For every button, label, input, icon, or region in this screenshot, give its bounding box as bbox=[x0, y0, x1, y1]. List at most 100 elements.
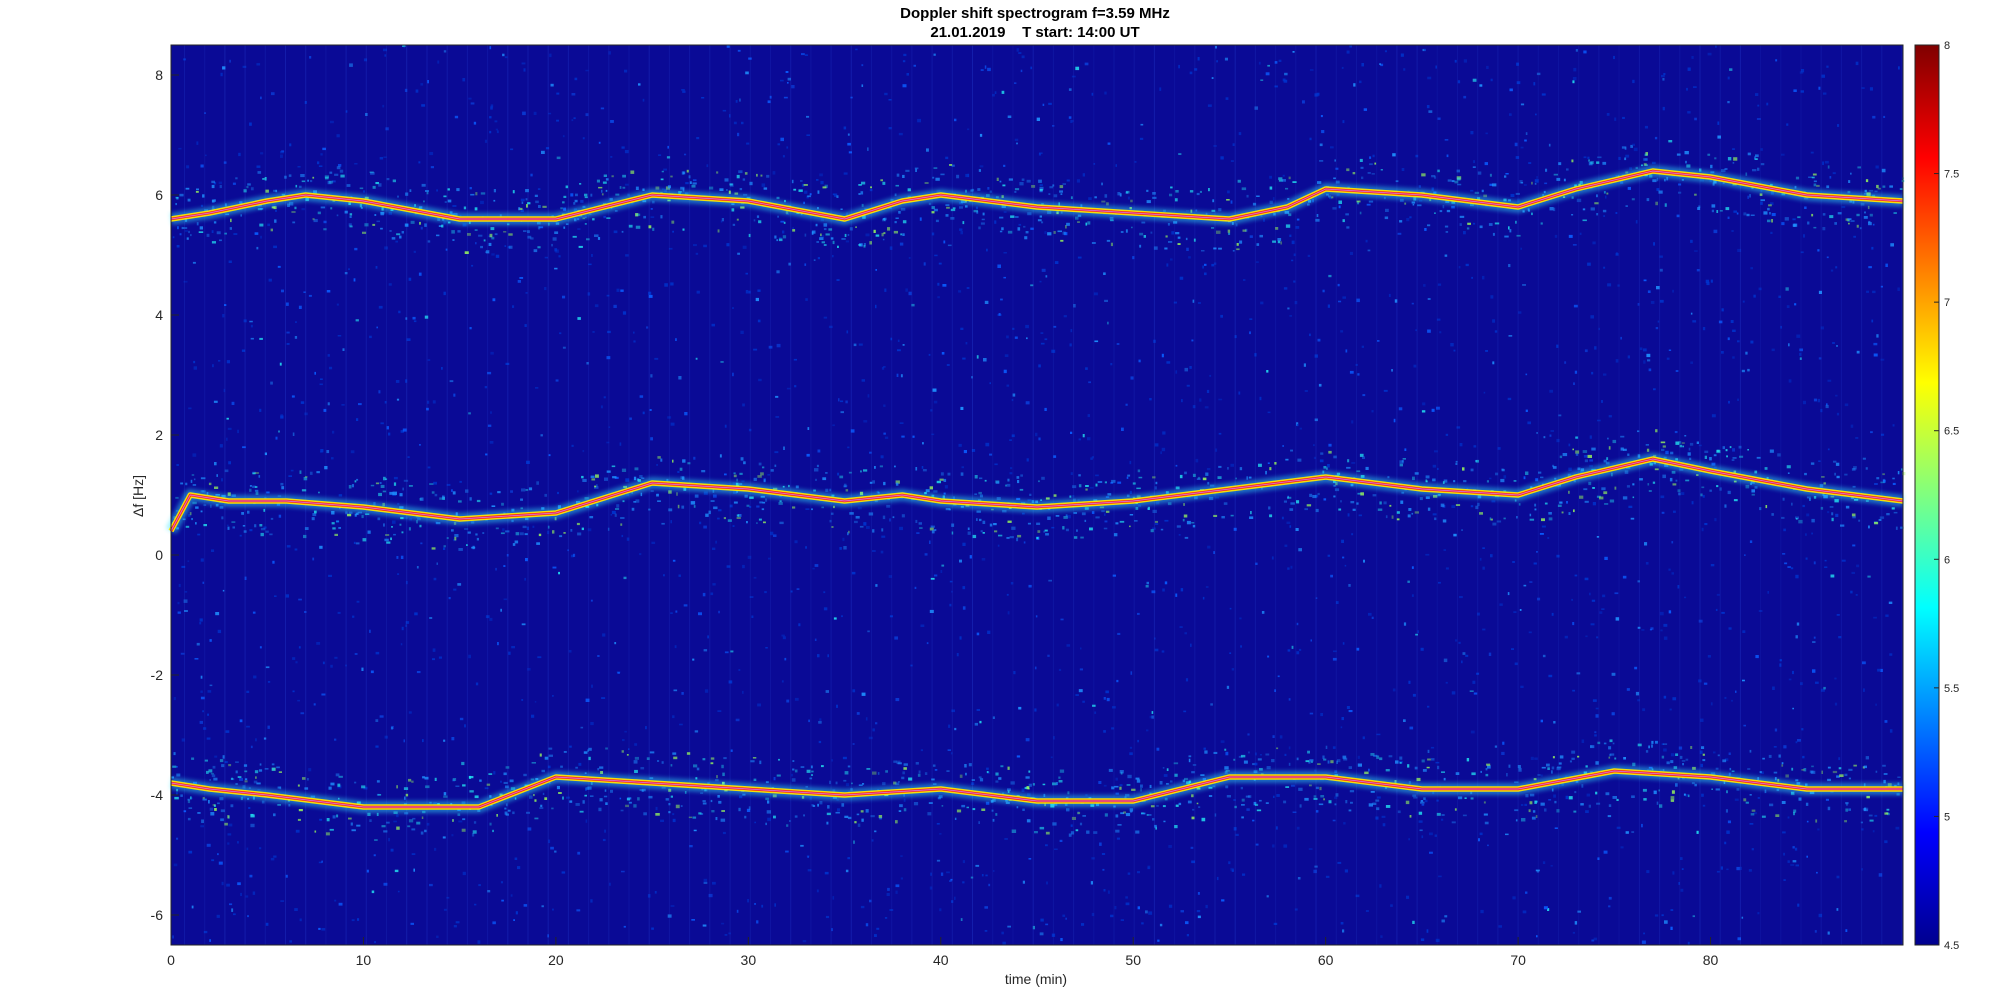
echo-speck bbox=[1777, 453, 1781, 456]
noise-speck bbox=[1102, 853, 1105, 855]
noise-speck bbox=[1297, 459, 1301, 462]
noise-speck bbox=[1680, 857, 1683, 860]
noise-speck bbox=[417, 566, 419, 569]
noise-speck bbox=[533, 526, 535, 528]
noise-speck bbox=[931, 578, 935, 580]
echo-speck bbox=[312, 517, 315, 520]
noise-speck bbox=[500, 609, 502, 612]
noise-speck bbox=[1320, 144, 1323, 147]
noise-speck bbox=[1726, 831, 1730, 834]
noise-speck bbox=[1492, 319, 1495, 322]
echo-speck bbox=[190, 512, 192, 515]
echo-speck bbox=[1008, 767, 1010, 770]
noise-speck bbox=[853, 743, 855, 745]
echo-speck bbox=[630, 171, 634, 174]
echo-speck bbox=[458, 813, 461, 816]
noise-speck bbox=[319, 165, 323, 167]
echo-speck bbox=[1006, 537, 1009, 539]
noise-speck bbox=[1732, 330, 1736, 332]
noise-speck bbox=[1359, 81, 1362, 84]
noise-speck bbox=[673, 819, 676, 822]
noise-speck bbox=[354, 278, 356, 281]
echo-speck bbox=[1243, 230, 1247, 232]
echo-speck bbox=[1765, 790, 1767, 794]
noise-speck bbox=[844, 172, 848, 174]
noise-speck bbox=[1728, 217, 1730, 219]
noise-speck bbox=[1783, 879, 1785, 881]
noise-speck bbox=[869, 737, 873, 740]
echo-speck bbox=[1269, 467, 1271, 470]
echo-speck bbox=[378, 518, 381, 521]
echo-speck bbox=[405, 193, 408, 196]
echo-speck bbox=[1007, 479, 1009, 482]
echo-speck bbox=[822, 241, 825, 243]
noise-speck bbox=[227, 842, 229, 844]
noise-speck bbox=[624, 70, 627, 73]
noise-speck bbox=[1790, 864, 1794, 866]
echo-speck bbox=[573, 202, 575, 205]
echo-speck bbox=[683, 229, 685, 231]
noise-speck bbox=[1543, 655, 1546, 657]
echo-speck bbox=[796, 486, 799, 489]
echo-speck bbox=[1892, 478, 1895, 480]
noise-speck bbox=[933, 389, 937, 392]
noise-speck bbox=[843, 757, 847, 759]
echo-speck bbox=[1078, 474, 1081, 476]
echo-speck bbox=[856, 516, 860, 519]
noise-speck bbox=[672, 231, 674, 233]
noise-speck bbox=[291, 470, 294, 472]
noise-speck bbox=[675, 611, 677, 613]
echo-speck bbox=[423, 201, 425, 203]
echo-speck bbox=[1558, 162, 1561, 165]
noise-speck bbox=[1275, 86, 1278, 88]
echo-speck bbox=[1901, 468, 1903, 470]
echo-speck bbox=[1402, 460, 1404, 462]
echo-speck bbox=[1046, 497, 1050, 499]
echo-speck bbox=[1531, 213, 1533, 216]
echo-speck bbox=[894, 231, 898, 234]
noise-speck bbox=[922, 442, 924, 444]
noise-speck bbox=[1406, 218, 1409, 221]
noise-speck bbox=[693, 244, 697, 246]
noise-speck bbox=[1569, 444, 1571, 447]
noise-speck bbox=[672, 715, 674, 718]
echo-speck bbox=[734, 472, 736, 474]
noise-speck bbox=[207, 844, 211, 847]
noise-speck bbox=[214, 756, 217, 758]
noise-speck bbox=[1524, 585, 1527, 587]
echo-speck bbox=[1492, 183, 1496, 186]
echo-speck bbox=[938, 797, 941, 799]
echo-speck bbox=[598, 187, 602, 189]
noise-speck bbox=[1789, 379, 1792, 382]
noise-speck bbox=[1428, 298, 1431, 300]
noise-speck bbox=[1206, 586, 1209, 588]
echo-speck bbox=[1765, 467, 1768, 470]
noise-speck bbox=[348, 268, 350, 270]
echo-speck bbox=[812, 231, 816, 234]
noise-speck bbox=[1616, 617, 1620, 620]
echo-speck bbox=[870, 186, 872, 188]
noise-speck bbox=[1090, 487, 1094, 489]
noise-speck bbox=[576, 909, 580, 911]
noise-speck bbox=[1628, 506, 1632, 508]
noise-speck bbox=[428, 467, 431, 469]
noise-speck bbox=[1526, 132, 1528, 135]
echo-speck bbox=[1813, 174, 1817, 176]
noise-speck bbox=[1064, 315, 1067, 317]
noise-speck bbox=[490, 493, 493, 495]
noise-speck bbox=[421, 104, 425, 107]
echo-speck bbox=[585, 196, 588, 198]
echo-speck bbox=[1336, 181, 1340, 184]
echo-speck bbox=[1139, 233, 1143, 236]
noise-speck bbox=[557, 492, 559, 494]
echo-speck bbox=[1415, 511, 1419, 513]
noise-speck bbox=[1427, 706, 1429, 708]
noise-speck bbox=[1350, 252, 1353, 255]
noise-speck bbox=[369, 336, 372, 338]
noise-speck bbox=[1728, 401, 1730, 404]
noise-speck bbox=[1017, 755, 1020, 757]
echo-speck bbox=[1058, 777, 1060, 779]
echo-speck bbox=[1834, 473, 1836, 476]
noise-speck bbox=[774, 451, 778, 453]
echo-speck bbox=[1265, 471, 1267, 475]
